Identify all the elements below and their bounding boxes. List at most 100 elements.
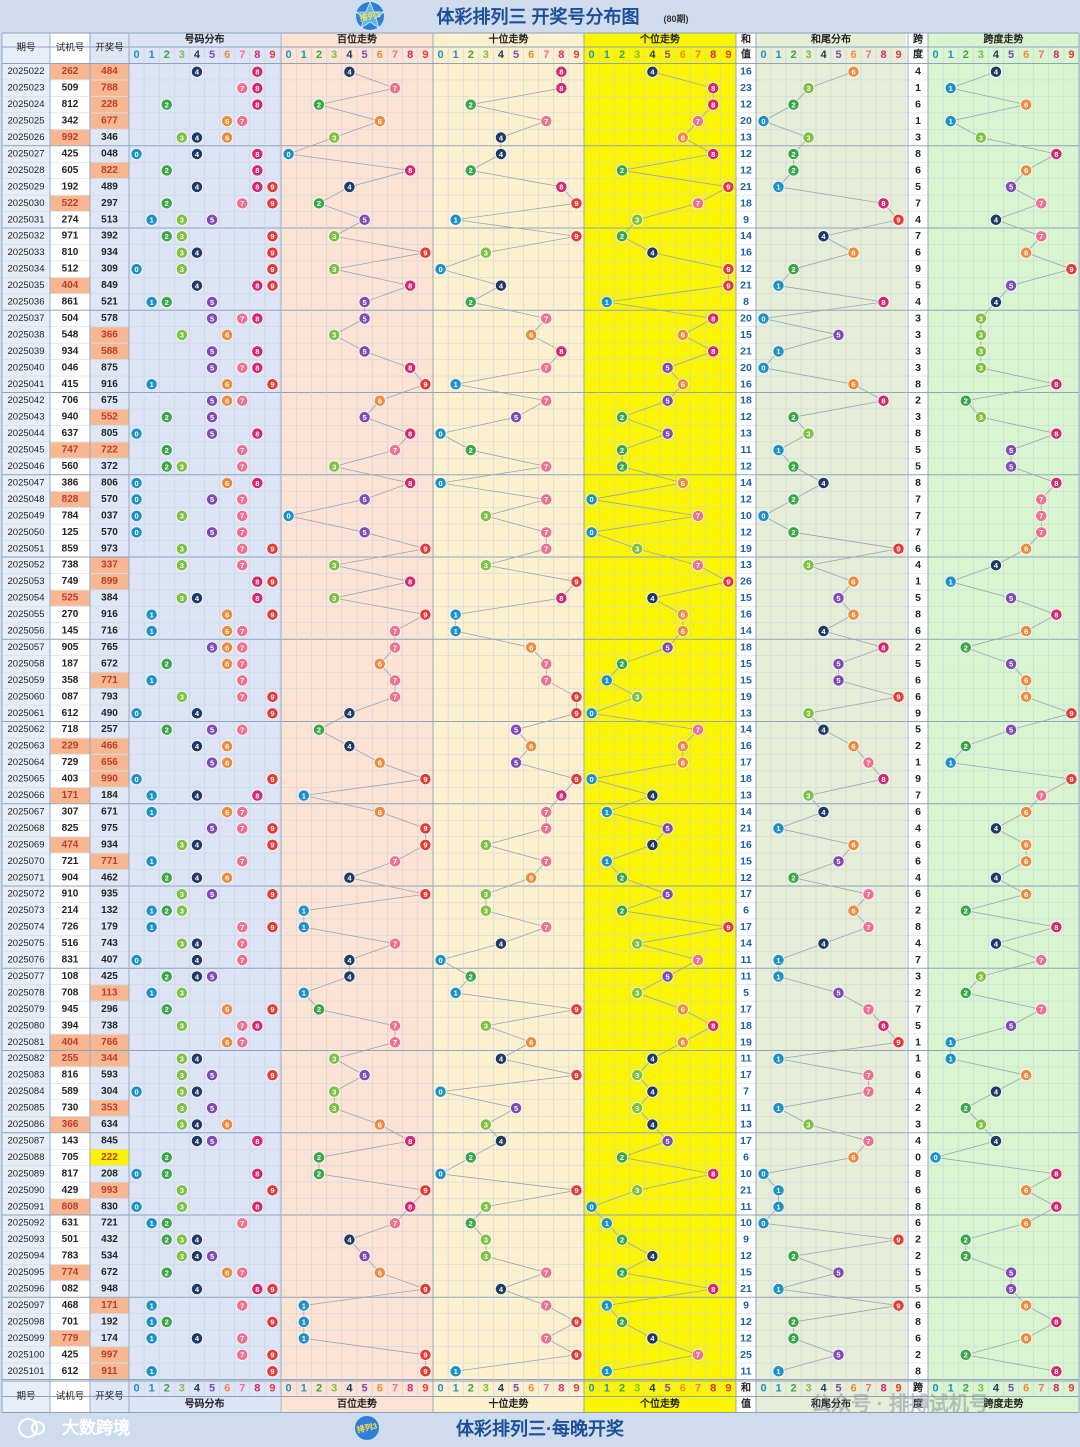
sum-tail-ball: 0 xyxy=(757,115,770,128)
hundreds-ball: 9 xyxy=(419,608,432,621)
ball-digit: 5 xyxy=(210,347,214,356)
ball-circle xyxy=(282,509,295,522)
ball-digit: 8 xyxy=(408,1137,412,1146)
hundreds-ball: 9 xyxy=(419,822,432,835)
trial-cell: 774 xyxy=(62,1267,79,1278)
ball-circle xyxy=(570,773,583,786)
ball-circle xyxy=(787,263,800,276)
distribution-ball: 7 xyxy=(236,115,249,128)
sum-cell: 8 xyxy=(743,296,749,308)
span-cell: 1 xyxy=(915,82,921,94)
header: 排列3 体彩排列三 开奖号分布图 (80期) xyxy=(355,1,689,30)
distribution-ball: 1 xyxy=(145,378,158,391)
hundreds-ball: 9 xyxy=(419,378,432,391)
sum-cell: 11 xyxy=(740,1053,751,1065)
ball-circle xyxy=(1065,263,1078,276)
top-digit-label: 8 xyxy=(407,49,413,61)
ball-circle xyxy=(206,1250,218,1263)
table-row: 2025041 415 916 16 8 xyxy=(8,378,922,390)
bottom-digit-label: 9 xyxy=(269,1383,275,1395)
ball-digit: 8 xyxy=(559,84,563,93)
bottom-units-header: 个位走势 xyxy=(639,1397,680,1410)
bottom-sum-header-top: 和 xyxy=(740,1381,751,1394)
sum-cell: 11 xyxy=(740,954,751,966)
issue-cell: 2025071 xyxy=(8,872,45,883)
draw-highlight xyxy=(90,853,129,870)
distribution-ball: 9 xyxy=(266,822,279,835)
bottom-span-header-bottom: 度 xyxy=(913,1397,924,1410)
ball-circle xyxy=(479,1200,492,1213)
distribution-ball: 8 xyxy=(251,148,264,160)
sum-tail-ball: 1 xyxy=(772,1184,785,1197)
ball-digit: 2 xyxy=(317,1170,321,1179)
ball-circle xyxy=(266,246,279,259)
tens-ball: 7 xyxy=(540,1266,553,1279)
ball-digit: 9 xyxy=(574,709,578,718)
ball-digit: 2 xyxy=(964,1252,968,1261)
ball-circle xyxy=(130,1085,143,1098)
ball-digit: 3 xyxy=(180,512,184,521)
ball-circle xyxy=(389,1036,401,1049)
ball-digit: 7 xyxy=(240,364,244,373)
ball-digit: 7 xyxy=(240,84,244,93)
ball-digit: 0 xyxy=(287,150,291,159)
ball-digit: 1 xyxy=(776,1104,780,1113)
sum-tail-ball: 3 xyxy=(802,707,815,720)
ball-circle xyxy=(221,641,234,654)
units-ball: 0 xyxy=(585,773,598,786)
tens-ball: 7 xyxy=(540,542,553,555)
table-row: 2025085 730 353 11 2 xyxy=(8,1100,921,1116)
distribution-ball: 7 xyxy=(236,921,249,934)
ball-digit: 9 xyxy=(574,1318,578,1327)
ball-circle xyxy=(892,542,905,555)
draw-cell: 462 xyxy=(101,872,118,883)
sum-tail-ball: 2 xyxy=(787,871,800,884)
ball-digit: 1 xyxy=(776,1285,780,1294)
ball-circle xyxy=(525,740,538,753)
distribution-ball: 1 xyxy=(145,1217,158,1230)
distribution-ball: 4 xyxy=(190,246,203,259)
sum-tail-ball: 7 xyxy=(862,1135,875,1147)
ball-digit: 0 xyxy=(134,1203,138,1212)
hundreds-ball: 4 xyxy=(343,65,356,78)
ball-circle xyxy=(266,1315,279,1328)
table-row: 2025055 270 916 16 8 xyxy=(8,609,922,621)
sum-cell: 26 xyxy=(740,576,752,588)
span-cell: 8 xyxy=(915,921,921,933)
ball-digit: 6 xyxy=(681,610,685,619)
ball-circle xyxy=(160,904,173,917)
hundreds-ball: 5 xyxy=(358,213,371,226)
sum-tail-ball: 6 xyxy=(847,246,860,259)
ball-digit: 8 xyxy=(255,364,259,373)
distribution-ball: 1 xyxy=(145,674,158,687)
tens-ball: 5 xyxy=(510,1102,522,1115)
ball-circle xyxy=(236,641,249,654)
ball-circle xyxy=(160,230,173,243)
sum-tail-ball: 8 xyxy=(877,197,890,210)
ball-circle xyxy=(1065,707,1078,720)
ball-digit: 7 xyxy=(393,693,397,702)
ball-circle xyxy=(555,789,568,802)
distribution-ball: 4 xyxy=(190,707,203,720)
sum-cell: 12 xyxy=(740,99,752,111)
ball-circle xyxy=(190,871,203,884)
ball-circle xyxy=(266,707,279,720)
top-digit-label: 4 xyxy=(194,49,201,61)
span-cell: 3 xyxy=(915,329,921,341)
tens-ball: 7 xyxy=(540,1299,553,1312)
ball-circle xyxy=(236,806,249,818)
ball-circle xyxy=(145,855,158,868)
ball-circle xyxy=(661,427,674,440)
ball-digit: 3 xyxy=(979,347,983,356)
distribution-ball: 3 xyxy=(175,1233,188,1246)
span-ball: 2 xyxy=(959,394,972,407)
ball-circle xyxy=(266,921,279,934)
issue-cell: 2025080 xyxy=(8,1020,45,1031)
ball-digit: 4 xyxy=(821,479,826,488)
ball-digit: 7 xyxy=(1039,232,1043,241)
span-cell: 7 xyxy=(915,526,921,538)
issue-cell: 2025086 xyxy=(8,1119,45,1130)
ball-digit: 3 xyxy=(484,561,488,570)
distribution-ball: 7 xyxy=(236,954,249,966)
ball-digit: 5 xyxy=(836,676,840,685)
